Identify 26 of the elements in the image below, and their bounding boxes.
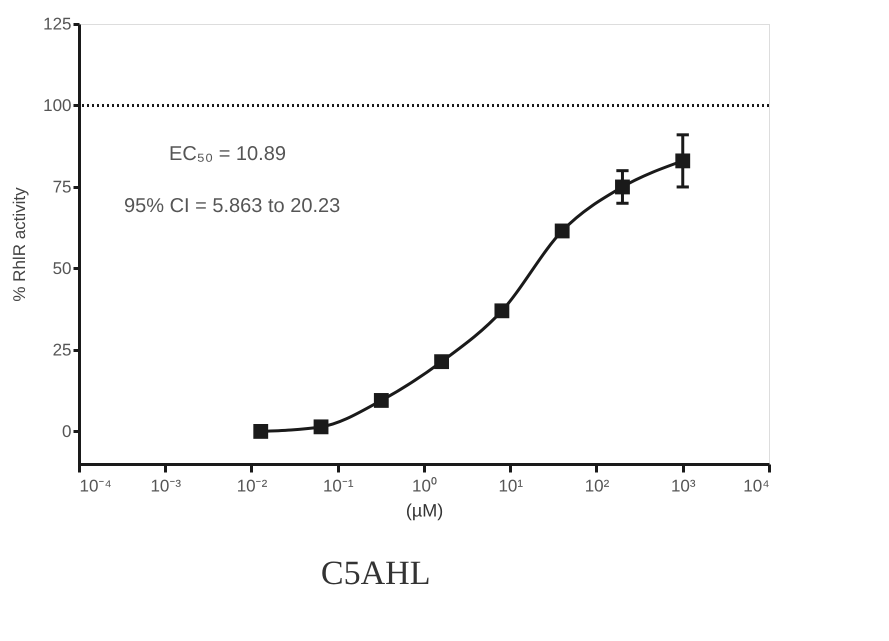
x-tick-label: 10³ (670, 476, 696, 496)
point (374, 393, 389, 408)
x-tick-label: 10⁰ (412, 476, 437, 496)
x-tick-label: 10¹ (498, 476, 524, 496)
y-tick-label: 25 (52, 340, 72, 360)
annotation: EC₅₀ = 10.89 (169, 143, 286, 165)
x-tick-label: 10⁴ (743, 476, 770, 496)
point (434, 354, 450, 370)
y-tick-label: 0 (62, 422, 72, 441)
x-tick-label: 10⁻³ (150, 476, 182, 496)
y-tick-label: 75 (52, 177, 72, 196)
y-tick-label: 100 (43, 96, 72, 115)
x-tick-label: 10⁻² (236, 476, 268, 496)
x-tick-label: 10⁻⁴ (80, 476, 112, 496)
y-tick-label: 50 (52, 258, 72, 278)
annotation: 95% CI = 5.863 to 20.23 (124, 195, 340, 217)
x-tick-label: 10⁻¹ (322, 476, 354, 496)
point (494, 303, 510, 318)
point (314, 419, 328, 434)
y-axis-title: % RhlR activity (10, 186, 30, 302)
text: C5AHL (320, 555, 430, 592)
point (253, 424, 268, 439)
y-tick-label: 125 (43, 14, 72, 34)
x-tick-label: 10² (584, 476, 610, 496)
point (554, 224, 570, 238)
x-axis-title: (µM) (406, 500, 444, 520)
